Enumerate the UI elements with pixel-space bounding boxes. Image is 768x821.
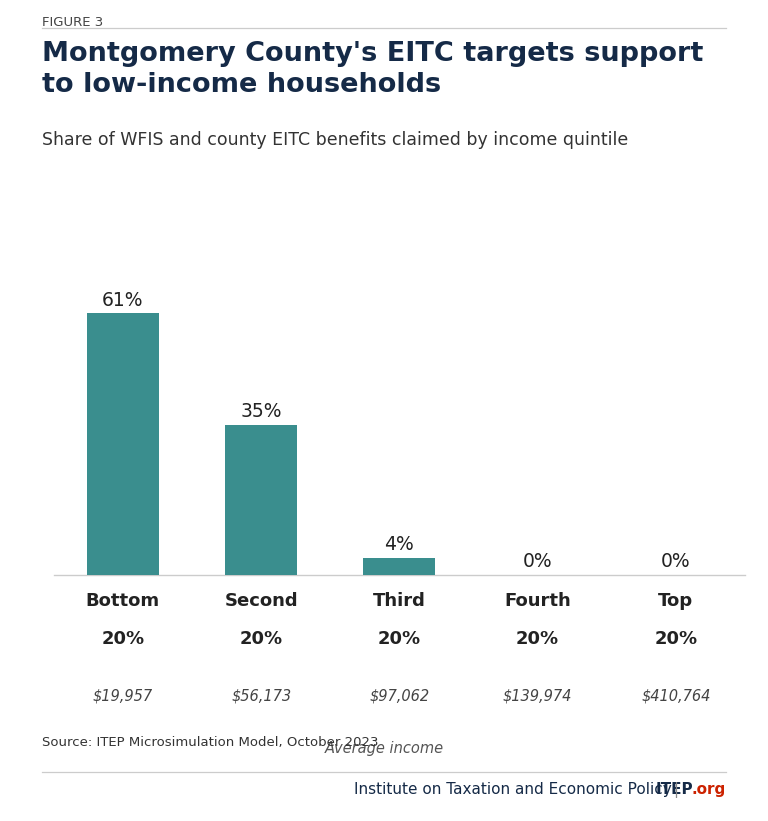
Text: 61%: 61%: [102, 291, 144, 310]
Text: Top: Top: [658, 592, 694, 609]
Text: 0%: 0%: [523, 553, 552, 571]
Text: $56,173: $56,173: [231, 688, 291, 704]
Text: 0%: 0%: [661, 553, 690, 571]
Text: Source: ITEP Microsimulation Model, October 2023: Source: ITEP Microsimulation Model, Octo…: [42, 736, 379, 749]
Text: Institute on Taxation and Economic Policy: Institute on Taxation and Economic Polic…: [354, 782, 672, 797]
Text: 20%: 20%: [378, 631, 421, 649]
Text: Second: Second: [224, 592, 298, 609]
Text: Bottom: Bottom: [86, 592, 160, 609]
Text: 20%: 20%: [240, 631, 283, 649]
Text: 20%: 20%: [101, 631, 144, 649]
Bar: [225, 424, 297, 575]
Bar: [363, 557, 435, 575]
Text: $19,957: $19,957: [93, 688, 153, 704]
Text: ITEP: ITEP: [656, 782, 694, 797]
Text: Average income: Average income: [324, 741, 444, 756]
Text: 4%: 4%: [385, 535, 414, 554]
Text: FIGURE 3: FIGURE 3: [42, 16, 104, 30]
Text: Fourth: Fourth: [505, 592, 571, 609]
Text: $410,764: $410,764: [641, 688, 710, 704]
Text: |: |: [673, 782, 678, 798]
Text: $139,974: $139,974: [503, 688, 572, 704]
Text: 35%: 35%: [240, 402, 282, 421]
Text: Montgomery County's EITC targets support
to low-income households: Montgomery County's EITC targets support…: [42, 41, 703, 98]
Text: 20%: 20%: [516, 631, 559, 649]
Text: $97,062: $97,062: [369, 688, 429, 704]
Text: Share of WFIS and county EITC benefits claimed by income quintile: Share of WFIS and county EITC benefits c…: [42, 131, 628, 149]
Bar: [87, 314, 159, 575]
Text: .org: .org: [691, 782, 726, 797]
Text: 20%: 20%: [654, 631, 697, 649]
Text: Third: Third: [373, 592, 425, 609]
